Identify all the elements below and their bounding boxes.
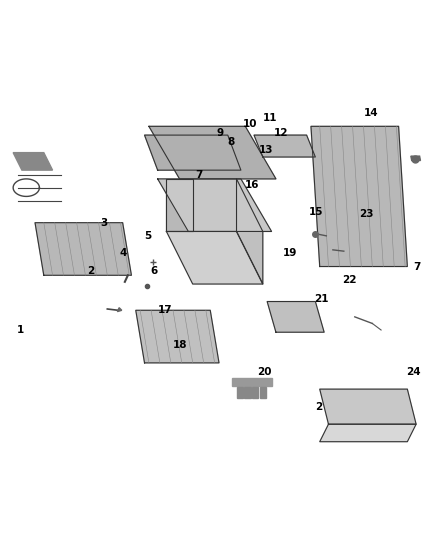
Bar xyxy=(244,387,251,398)
Text: 12: 12 xyxy=(274,128,288,138)
Text: 24: 24 xyxy=(406,367,420,377)
Text: 8: 8 xyxy=(228,136,235,147)
Text: 16: 16 xyxy=(245,181,260,190)
Polygon shape xyxy=(149,126,276,179)
Polygon shape xyxy=(320,424,416,442)
Text: 14: 14 xyxy=(364,108,378,118)
Text: 10: 10 xyxy=(243,119,258,129)
Polygon shape xyxy=(166,179,193,231)
Polygon shape xyxy=(411,156,420,160)
Text: 3: 3 xyxy=(101,217,108,228)
Text: 1: 1 xyxy=(17,325,24,335)
Bar xyxy=(252,387,258,398)
Text: 2: 2 xyxy=(315,402,323,411)
Polygon shape xyxy=(254,135,315,157)
Polygon shape xyxy=(267,302,324,332)
Polygon shape xyxy=(35,223,131,275)
Polygon shape xyxy=(320,389,416,424)
Text: 5: 5 xyxy=(145,231,152,241)
Text: 17: 17 xyxy=(158,305,172,316)
Text: 6: 6 xyxy=(150,266,158,276)
Polygon shape xyxy=(117,308,122,312)
Text: 11: 11 xyxy=(263,112,277,123)
Bar xyxy=(232,378,272,386)
Bar xyxy=(237,387,243,398)
Text: 20: 20 xyxy=(257,367,272,377)
Polygon shape xyxy=(166,231,263,284)
Text: 23: 23 xyxy=(359,209,374,219)
Polygon shape xyxy=(237,179,263,284)
Polygon shape xyxy=(145,135,241,170)
Text: 7: 7 xyxy=(195,169,202,180)
Text: 21: 21 xyxy=(314,294,329,304)
Text: 9: 9 xyxy=(216,128,223,138)
Text: 18: 18 xyxy=(173,341,187,350)
Text: 2: 2 xyxy=(87,266,94,276)
Text: 19: 19 xyxy=(283,248,297,259)
Text: 4: 4 xyxy=(120,248,127,259)
Text: 22: 22 xyxy=(342,274,356,285)
Text: 7: 7 xyxy=(413,262,420,271)
Text: 15: 15 xyxy=(309,207,323,217)
Text: 13: 13 xyxy=(258,146,273,156)
Bar xyxy=(260,387,266,398)
Polygon shape xyxy=(311,126,407,266)
Polygon shape xyxy=(136,310,219,363)
Polygon shape xyxy=(13,152,53,170)
Polygon shape xyxy=(158,179,272,231)
